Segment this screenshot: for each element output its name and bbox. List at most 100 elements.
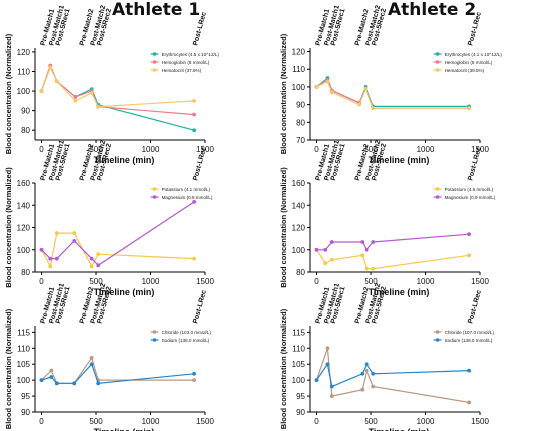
legend-marker-magnesium: [435, 195, 440, 199]
data-point-hematocrit: [467, 106, 472, 111]
y-tick-label: 80: [296, 268, 305, 277]
legend-label: Chloride (107.0 mmol/L): [445, 330, 495, 335]
y-tick-label: 100: [292, 376, 306, 385]
data-point-magnesium: [314, 247, 319, 252]
data-point-potassium: [72, 231, 77, 235]
data-point-chloride: [467, 400, 472, 405]
data-point-magnesium: [192, 200, 197, 204]
y-tick-label: 160: [292, 179, 306, 188]
data-point-potassium: [54, 231, 59, 235]
data-point-sodium: [325, 362, 330, 367]
y-tick-label: 105: [292, 360, 306, 369]
legend-marker-hemoglobin: [435, 60, 440, 64]
data-point-sodium: [89, 362, 94, 367]
data-point-magnesium: [89, 256, 94, 261]
legend-label: Hematocrit (37.6%): [162, 68, 202, 73]
athlete1-title: Athlete 1: [112, 0, 201, 20]
x-tick-label: 1500: [196, 277, 214, 286]
chart-panel-athlete2-electrolytes-clna: 90 95 100 105 110 115 0 500 1000 1500 Timeline (mi…: [279, 282, 494, 431]
data-point-hematocrit: [89, 91, 94, 95]
data-point-sodium: [192, 371, 197, 376]
x-axis-label: Timeline (min): [94, 287, 155, 297]
data-point-magnesium: [371, 240, 376, 244]
x-tick-label: 1500: [471, 417, 489, 426]
data-point-sodium: [467, 368, 472, 373]
x-axis-label: Timeline (min): [369, 427, 430, 431]
data-point-magnesium: [72, 238, 77, 243]
x-tick-label: 500: [89, 277, 103, 286]
x-tick-label: 500: [364, 417, 378, 426]
event-label: Post-LRec: [467, 11, 483, 46]
legend-marker-hemoglobin: [152, 60, 157, 64]
legend-label: Sodium (138.0 mmol/L): [162, 338, 210, 343]
data-point-sodium: [49, 375, 54, 379]
legend-label: Erythrocytes (4.1 x 10^12/L): [445, 52, 503, 57]
legend-marker-sodium: [435, 338, 440, 342]
y-axis-label: Blood concentration (Normalized): [4, 308, 13, 429]
series-line-potassium: [40, 232, 195, 269]
data-point-hematocrit: [54, 79, 59, 84]
series-line-chloride: [315, 348, 470, 403]
x-tick-label: 0: [314, 277, 319, 286]
y-tick-label: 90: [21, 107, 30, 116]
data-point-sodium: [371, 371, 376, 376]
data-point-potassium: [364, 266, 369, 271]
series-line-erythrocytes: [316, 77, 470, 108]
y-tick-label: 110: [292, 65, 305, 74]
x-axis-label: Timeline (min): [94, 155, 155, 165]
data-point-chloride: [364, 368, 369, 373]
series-line-hemoglobin: [316, 78, 470, 109]
x-tick-label: 0: [39, 277, 44, 286]
legend-label: Hemoglobin (8 mmol/L): [445, 60, 493, 65]
y-tick-label: 140: [17, 201, 31, 210]
data-point-magnesium: [96, 263, 101, 268]
data-point-hematocrit: [325, 79, 330, 84]
y-tick-label: 80: [296, 118, 305, 127]
y-tick-label: 90: [21, 408, 30, 417]
y-tick-label: 100: [292, 83, 306, 92]
y-tick-label: 80: [21, 126, 30, 135]
data-point-sodium: [72, 381, 77, 386]
data-point-chloride: [192, 378, 197, 383]
y-tick-label: 110: [17, 67, 30, 76]
legend-label: Magnesium (0.8 mmol/L): [162, 195, 213, 200]
data-point-hematocrit: [192, 98, 197, 103]
y-tick-label: 95: [21, 392, 30, 401]
y-tick-label: 110: [292, 344, 305, 353]
data-point-sodium: [314, 378, 319, 383]
x-tick-label: 0: [39, 417, 44, 426]
data-point-magnesium: [360, 240, 365, 244]
legend-label: Potassium (4.1 mmol/L): [162, 187, 211, 192]
y-tick-label: 110: [17, 344, 30, 353]
data-point-hemoglobin: [192, 112, 197, 117]
series-line-sodium: [316, 362, 470, 388]
x-tick-label: 0: [39, 145, 44, 154]
event-label: Post-LRec: [467, 289, 483, 324]
data-point-sodium: [364, 362, 369, 367]
y-axis-label: Blood concentration (Normalized): [4, 167, 13, 288]
x-axis-label: Timeline (min): [369, 287, 430, 297]
event-label: Post-LRec: [467, 146, 483, 181]
data-point-chloride: [329, 394, 334, 398]
y-axis-label: Blood concentration (Normalized): [4, 33, 13, 154]
y-tick-label: 90: [296, 101, 305, 110]
x-tick-label: 1500: [471, 145, 489, 154]
y-tick-label: 100: [17, 376, 31, 385]
athlete2-title: Athlete 2: [388, 0, 477, 20]
legend-label: Erythrocytes (4.5 x 10^12/L): [162, 52, 220, 57]
chart-panel-athlete1-electrolytes-clna: 90 95 100 105 110 115 0 500 1000 1500 Timeline (mi…: [4, 282, 214, 431]
x-tick-label: 500: [364, 145, 378, 154]
data-point-sodium: [329, 384, 334, 389]
data-point-chloride: [360, 387, 365, 392]
legend-marker-erythrocytes: [435, 52, 440, 56]
legend-marker-sodium: [152, 338, 157, 342]
y-tick-label: 100: [292, 246, 306, 255]
y-tick-label: 140: [292, 201, 306, 210]
x-axis-label: Timeline (min): [94, 427, 155, 431]
data-point-hematocrit: [357, 102, 361, 107]
series-line-potassium: [315, 249, 470, 270]
y-tick-label: 90: [296, 408, 305, 417]
y-tick-label: 95: [296, 392, 305, 401]
data-point-sodium: [54, 381, 59, 386]
